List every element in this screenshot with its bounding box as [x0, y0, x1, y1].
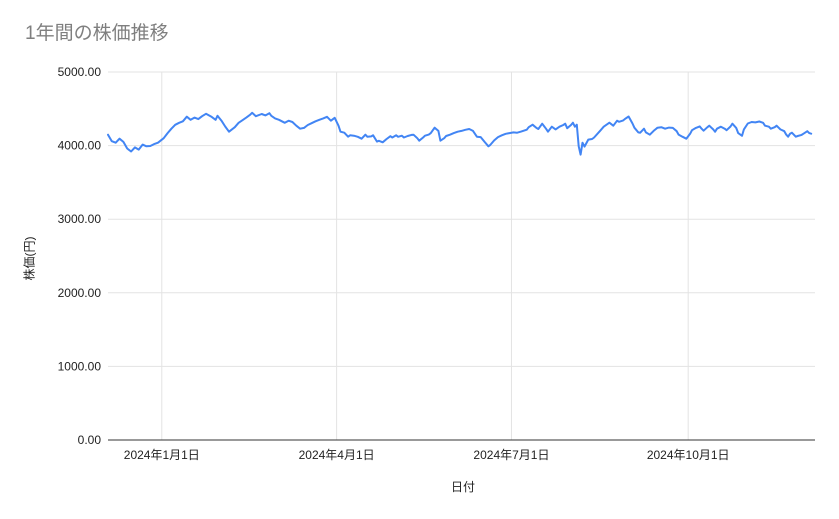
y-tick-label: 5000.00 [58, 65, 102, 79]
y-axis-title: 株価(円) [22, 236, 37, 281]
x-tick-label: 2024年4月1日 [299, 448, 375, 462]
y-tick-label: 2000.00 [58, 286, 102, 300]
y-tick-label: 1000.00 [58, 359, 102, 373]
chart-title: 1年間の株価推移 [25, 23, 169, 44]
x-tick-label: 2024年10月1日 [647, 448, 730, 462]
y-tick-label: 4000.00 [58, 139, 102, 153]
x-tick-label: 2024年7月1日 [473, 448, 549, 462]
y-tick-label: 3000.00 [58, 212, 102, 226]
y-tick-label: 0.00 [78, 433, 102, 447]
x-tick-label: 2024年1月1日 [124, 448, 200, 462]
x-axis-title: 日付 [450, 480, 475, 494]
price-line [107, 111, 813, 156]
